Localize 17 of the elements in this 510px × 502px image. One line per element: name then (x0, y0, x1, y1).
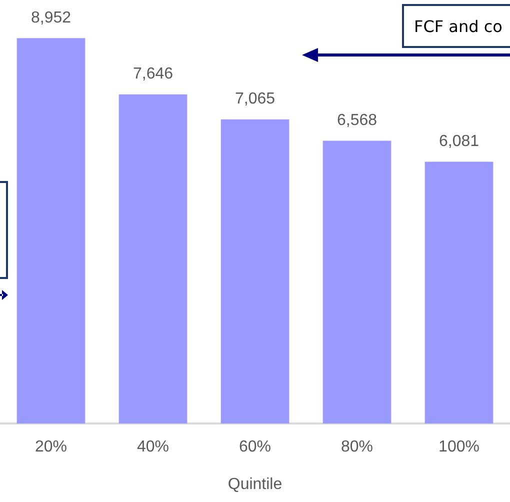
x-tick-label: 80% (340, 438, 374, 456)
data-label: 6,568 (336, 112, 378, 130)
x-tick-label: 40% (136, 438, 170, 456)
bar (424, 162, 494, 424)
bar (322, 140, 392, 424)
x-tick-label: 20% (34, 438, 68, 456)
x-axis-title: Quintile (228, 476, 282, 493)
data-label: 8,952 (30, 9, 72, 26)
bar (118, 94, 188, 424)
x-tick-label: 60% (238, 438, 272, 456)
bar (220, 119, 290, 424)
data-label: 7,646 (132, 66, 174, 83)
text: FCF and co (402, 4, 510, 48)
data-label: 7,065 (234, 90, 276, 108)
data-label: 6,081 (438, 133, 480, 150)
bar (16, 38, 86, 424)
x-tick-label: 100% (438, 438, 480, 456)
